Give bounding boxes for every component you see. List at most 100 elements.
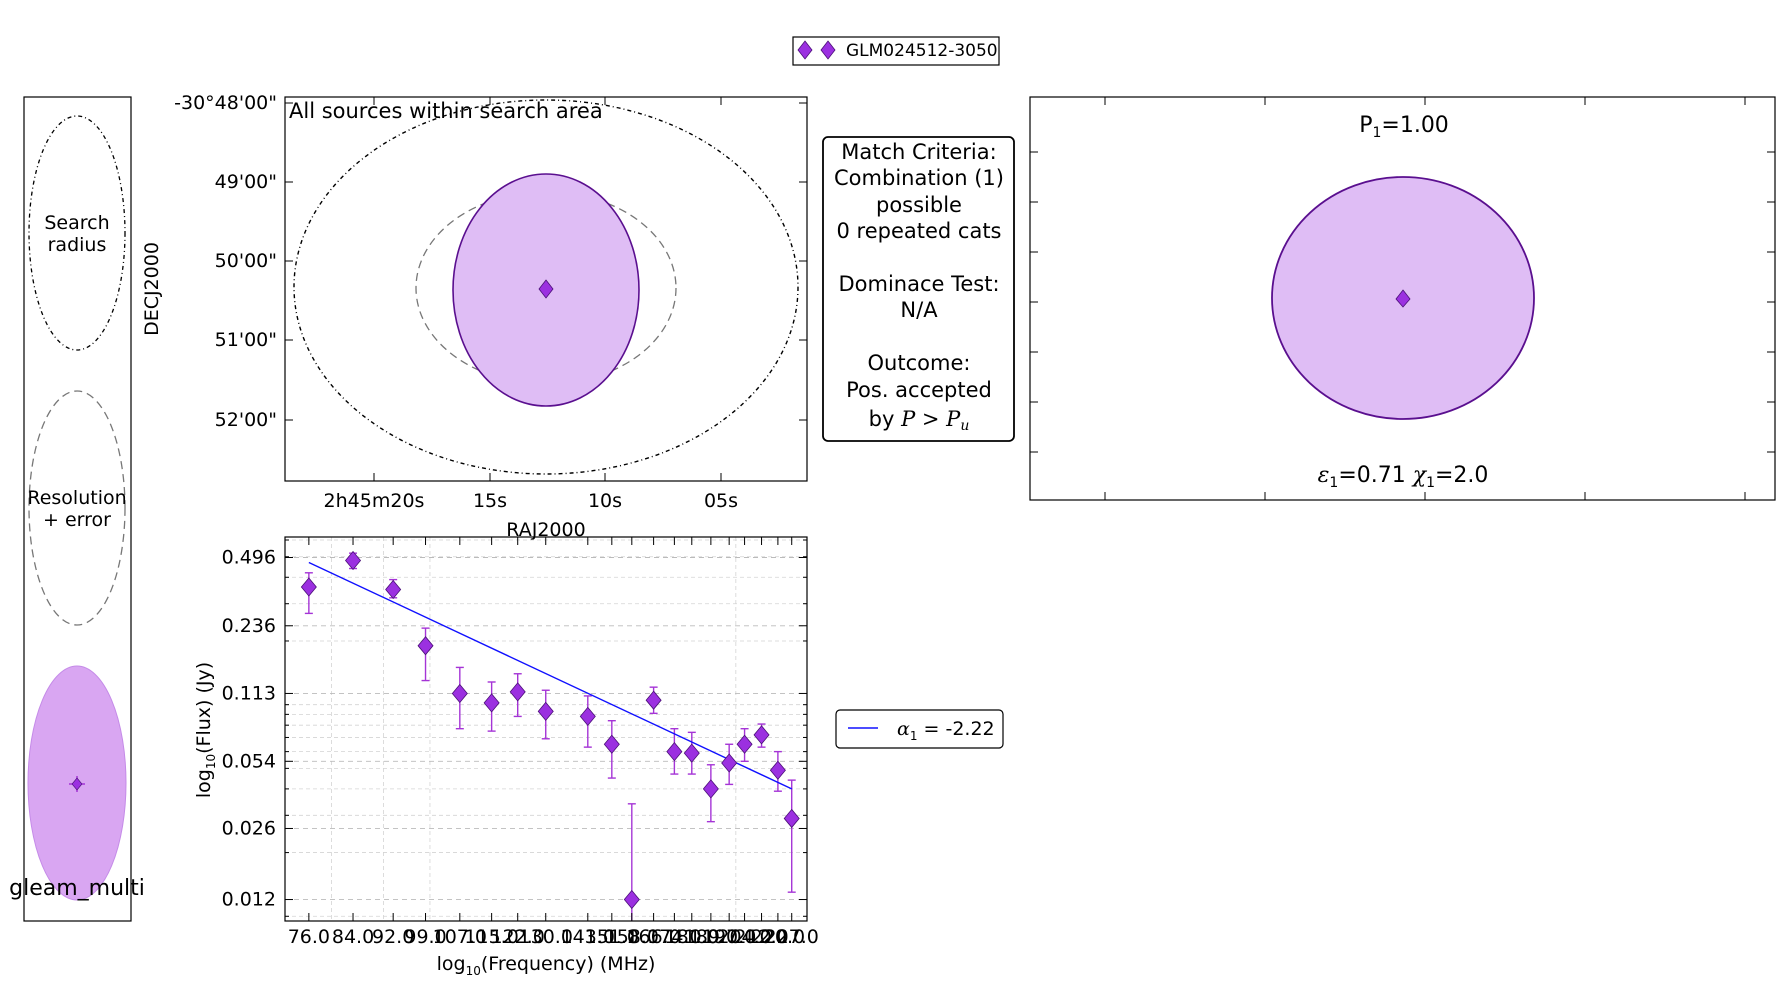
sed-x-tick-label: 227.0 [765,926,819,948]
sed-y-tick-label: 0.496 [222,547,276,569]
sed-x-tick-label: 181.0 [665,926,719,948]
sed-legend-frame [835,709,1004,749]
sed-x-tick-label: 197.0 [702,926,756,948]
sky-plot: All sources within search area -30°48'00… [141,92,808,541]
search-radius-ellipse [28,115,126,351]
sed-x-label: log10(Frequency) (MHz) [437,953,656,978]
match-line-7: Outcome: [868,351,971,375]
sed-data-point [483,693,500,713]
sed-data-point [683,743,700,763]
sky-x-tick-label: 05s [704,490,738,512]
sed-x-tick-label: 76.0 [288,926,330,948]
match-line-4: 0 repeated cats [837,219,1002,243]
catalog-name: gleam_multi [9,876,145,901]
probability-panel: P1=1.00 ε1=0.71 χ1=2.0 [1029,96,1776,501]
sky-plot-title: All sources within search area [289,99,603,123]
sed-data-point [579,706,596,727]
sed-x-tick-label: 204.0 [717,926,771,948]
match-source-point [1395,289,1411,308]
sed-x-tick-label: 151.0 [585,926,639,948]
match-line-2: Combination (1) [834,166,1004,190]
sky-source-point [538,279,554,299]
sed-x-tick-label: 99.0 [404,926,446,948]
sed-data-point [666,741,683,762]
sky-x-tick-label: 10s [588,490,622,512]
sed-y-tick-label: 0.113 [222,682,276,704]
sed-x-tick-label: 189.0 [684,926,738,948]
sed-x-tick-label: 92.0 [372,926,414,948]
sed-y-tick-label: 0.026 [222,817,276,839]
match-line-6: N/A [900,298,938,322]
diamond-marker-icon [797,40,813,60]
search-area-ellipse [293,99,799,475]
match-criteria-box: Match Criteria: Combination (1) possible… [822,136,1015,442]
sed-legend: α1 = -2.22 [835,709,1004,749]
sed-x-tick-label: 220.0 [751,926,805,948]
match-line-9: by P > Pu [869,407,970,434]
sky-y-tick-label: -30°48'00" [174,92,277,114]
sky-plot-frame [284,96,808,482]
sed-x-tick-label: 122.0 [491,926,545,948]
sed-x-tick-label: 143.0 [561,926,615,948]
sed-data-point [753,725,770,745]
sed-data-point [603,734,620,754]
catalog-marker-icon [71,777,83,791]
sed-y-axis: 0.496 0.236 0.113 0.054 0.026 0.012 [222,539,807,917]
sed-data-point [623,889,640,910]
res-label-1: Resolution [27,487,126,509]
sky-x-tick-label: 2h45m20s [324,490,425,512]
sed-x-tick-label: 84.0 [332,926,374,948]
sed-x-tick-label: 158.0 [605,926,659,948]
sed-data-point [509,682,526,702]
sed-data-point [645,690,662,710]
sed-points [300,550,800,910]
sed-fit-line [308,561,793,790]
probability-label: P1=1.00 [1359,113,1449,141]
sed-data-point [345,550,362,571]
search-label-2: radius [48,234,107,256]
resolution-ellipse [28,390,126,626]
sed-x-tick-label: 166.0 [626,926,680,948]
probability-panel-ticks [1030,97,1775,500]
sky-y-axis: -30°48'00" 49'00" 50'00" 51'00" 52'00" [174,92,807,431]
sed-data-point [702,779,719,799]
sed-data-point [769,760,786,780]
res-label-2: + error [43,509,111,531]
sed-y-tick-label: 0.054 [222,750,276,772]
sky-y-tick-label: 49'00" [215,171,277,193]
sky-x-label: RAJ2000 [506,519,585,541]
sed-data-point [385,579,402,600]
sed-data-point [721,753,738,773]
sed-data-point [451,683,468,704]
sky-x-axis: 2h45m20s 15s 10s 05s [324,97,738,512]
sky-y-label: DECJ2000 [141,242,163,336]
sed-x-tick-label: 174.0 [647,926,701,948]
match-line-3: possible [876,193,962,217]
left-key-panel: Search radius Resolution + error gleam_m… [9,96,145,922]
sed-x-tick-label: 115.0 [464,926,518,948]
epsilon-chi-label: ε1=0.71 χ1=2.0 [1318,463,1489,491]
sky-y-tick-label: 50'00" [215,250,277,272]
sky-y-tick-label: 51'00" [215,329,277,351]
sed-data-point [783,808,800,829]
sky-x-tick-label: 15s [473,490,507,512]
sed-y-tick-label: 0.012 [222,889,276,911]
sed-x-axis: 76.0 84.092.099.0107.0115.0122.0130.0143.… [288,537,819,948]
match-line-1: Match Criteria: [841,140,996,164]
sed-data-point [417,636,434,656]
top-legend: GLM024512-3050 [792,36,1000,66]
sed-y-tick-label: 0.236 [222,615,276,637]
sed-x-tick-label: 107.0 [433,926,487,948]
sed-x-tick-label: 212.0 [734,926,788,948]
sed-legend-label: α1 = -2.22 [897,718,995,743]
sed-data-point [300,577,317,597]
sed-x-tick-label: 130.0 [519,926,573,948]
top-legend-label: GLM024512-3050 [846,41,998,61]
sky-y-tick-label: 52'00" [215,409,277,431]
match-line-8: Pos. accepted [846,378,992,402]
sed-data-point [736,734,753,754]
match-box-frame [822,136,1015,442]
match-line-5: Dominace Test: [838,272,999,296]
